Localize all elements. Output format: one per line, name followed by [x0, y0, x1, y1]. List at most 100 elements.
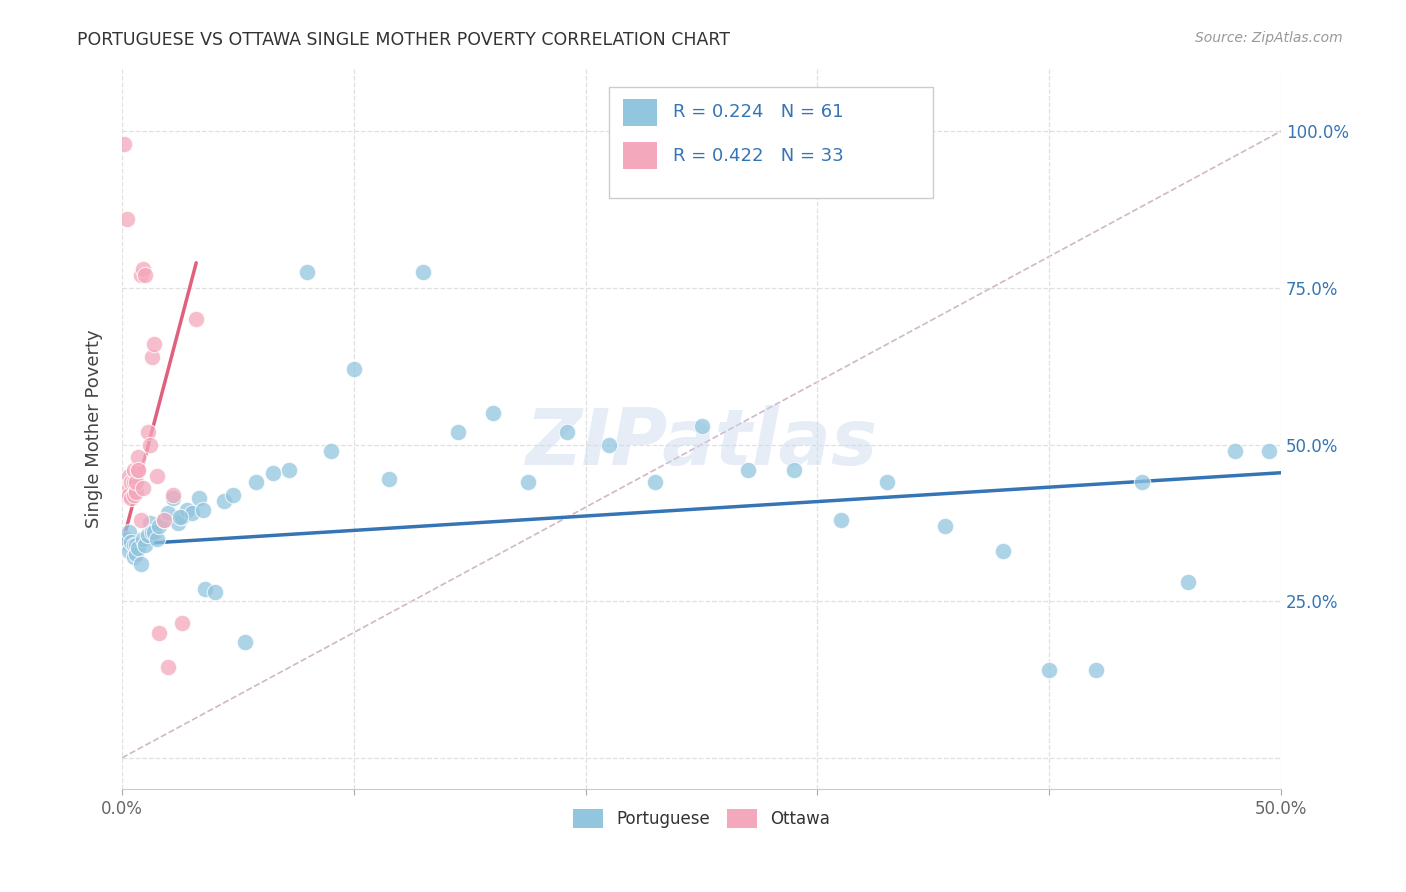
- Point: [120, 491, 142, 505]
- Point: [482, 406, 505, 420]
- Point: [162, 491, 184, 505]
- Point: [125, 475, 148, 490]
- Point: [991, 544, 1014, 558]
- Point: [152, 513, 174, 527]
- Point: [598, 437, 620, 451]
- Point: [1258, 443, 1281, 458]
- Point: [129, 557, 152, 571]
- Point: [187, 491, 209, 505]
- Point: [262, 466, 284, 480]
- Point: [204, 584, 226, 599]
- Point: [129, 268, 152, 283]
- Text: R = 0.422   N = 33: R = 0.422 N = 33: [672, 146, 844, 165]
- Point: [115, 211, 138, 226]
- Point: [122, 488, 145, 502]
- Point: [830, 513, 852, 527]
- Point: [143, 337, 166, 351]
- Point: [194, 582, 217, 596]
- Point: [555, 425, 578, 439]
- Point: [737, 462, 759, 476]
- Point: [1223, 443, 1246, 458]
- Point: [157, 660, 180, 674]
- Point: [690, 418, 713, 433]
- Point: [644, 475, 666, 490]
- Point: [125, 547, 148, 561]
- Y-axis label: Single Mother Poverty: Single Mother Poverty: [86, 329, 103, 528]
- Point: [934, 519, 956, 533]
- Point: [186, 312, 208, 326]
- Point: [118, 525, 141, 540]
- Point: [412, 265, 434, 279]
- FancyBboxPatch shape: [609, 87, 934, 198]
- Point: [134, 538, 156, 552]
- Point: [169, 509, 191, 524]
- Point: [127, 541, 149, 555]
- Point: [212, 494, 235, 508]
- Point: [136, 425, 159, 439]
- Point: [783, 462, 806, 476]
- Point: [146, 468, 169, 483]
- Point: [1084, 663, 1107, 677]
- Text: ZIPatlas: ZIPatlas: [526, 405, 877, 482]
- Point: [139, 516, 162, 530]
- Point: [125, 484, 148, 499]
- Point: [132, 532, 155, 546]
- Legend: Portuguese, Ottawa: Portuguese, Ottawa: [567, 803, 837, 835]
- Point: [134, 268, 156, 283]
- Bar: [623, 142, 658, 169]
- Point: [129, 513, 152, 527]
- Point: [139, 437, 162, 451]
- Point: [162, 488, 184, 502]
- Point: [118, 482, 141, 496]
- Point: [132, 262, 155, 277]
- Point: [112, 136, 135, 151]
- Point: [115, 488, 138, 502]
- Point: [297, 265, 319, 279]
- Point: [319, 443, 342, 458]
- Point: [516, 475, 538, 490]
- Point: [447, 425, 470, 439]
- Text: R = 0.224   N = 61: R = 0.224 N = 61: [672, 103, 844, 121]
- Point: [118, 544, 141, 558]
- Point: [277, 462, 299, 476]
- Point: [127, 450, 149, 464]
- Point: [193, 503, 215, 517]
- Point: [1177, 575, 1199, 590]
- Point: [136, 528, 159, 542]
- Bar: [623, 99, 658, 126]
- Point: [148, 519, 170, 533]
- Point: [233, 635, 256, 649]
- Text: Source: ZipAtlas.com: Source: ZipAtlas.com: [1195, 31, 1343, 45]
- Point: [1038, 663, 1060, 677]
- Point: [180, 507, 202, 521]
- Point: [245, 475, 267, 490]
- Point: [172, 616, 194, 631]
- Point: [172, 509, 194, 524]
- Point: [112, 534, 135, 549]
- Point: [122, 538, 145, 552]
- Point: [120, 534, 142, 549]
- Point: [166, 516, 188, 530]
- Point: [143, 525, 166, 540]
- Point: [377, 472, 399, 486]
- Point: [222, 488, 245, 502]
- Point: [1130, 475, 1153, 490]
- Point: [176, 503, 198, 517]
- Point: [118, 488, 141, 502]
- Point: [152, 513, 174, 527]
- Point: [120, 475, 142, 490]
- Point: [141, 350, 163, 364]
- Point: [127, 462, 149, 476]
- Point: [112, 488, 135, 502]
- Point: [127, 462, 149, 476]
- Point: [122, 550, 145, 565]
- Point: [122, 462, 145, 476]
- Point: [118, 468, 141, 483]
- Point: [343, 362, 366, 376]
- Point: [146, 532, 169, 546]
- Point: [125, 538, 148, 552]
- Point: [157, 507, 180, 521]
- Point: [148, 625, 170, 640]
- Point: [122, 475, 145, 490]
- Point: [141, 525, 163, 540]
